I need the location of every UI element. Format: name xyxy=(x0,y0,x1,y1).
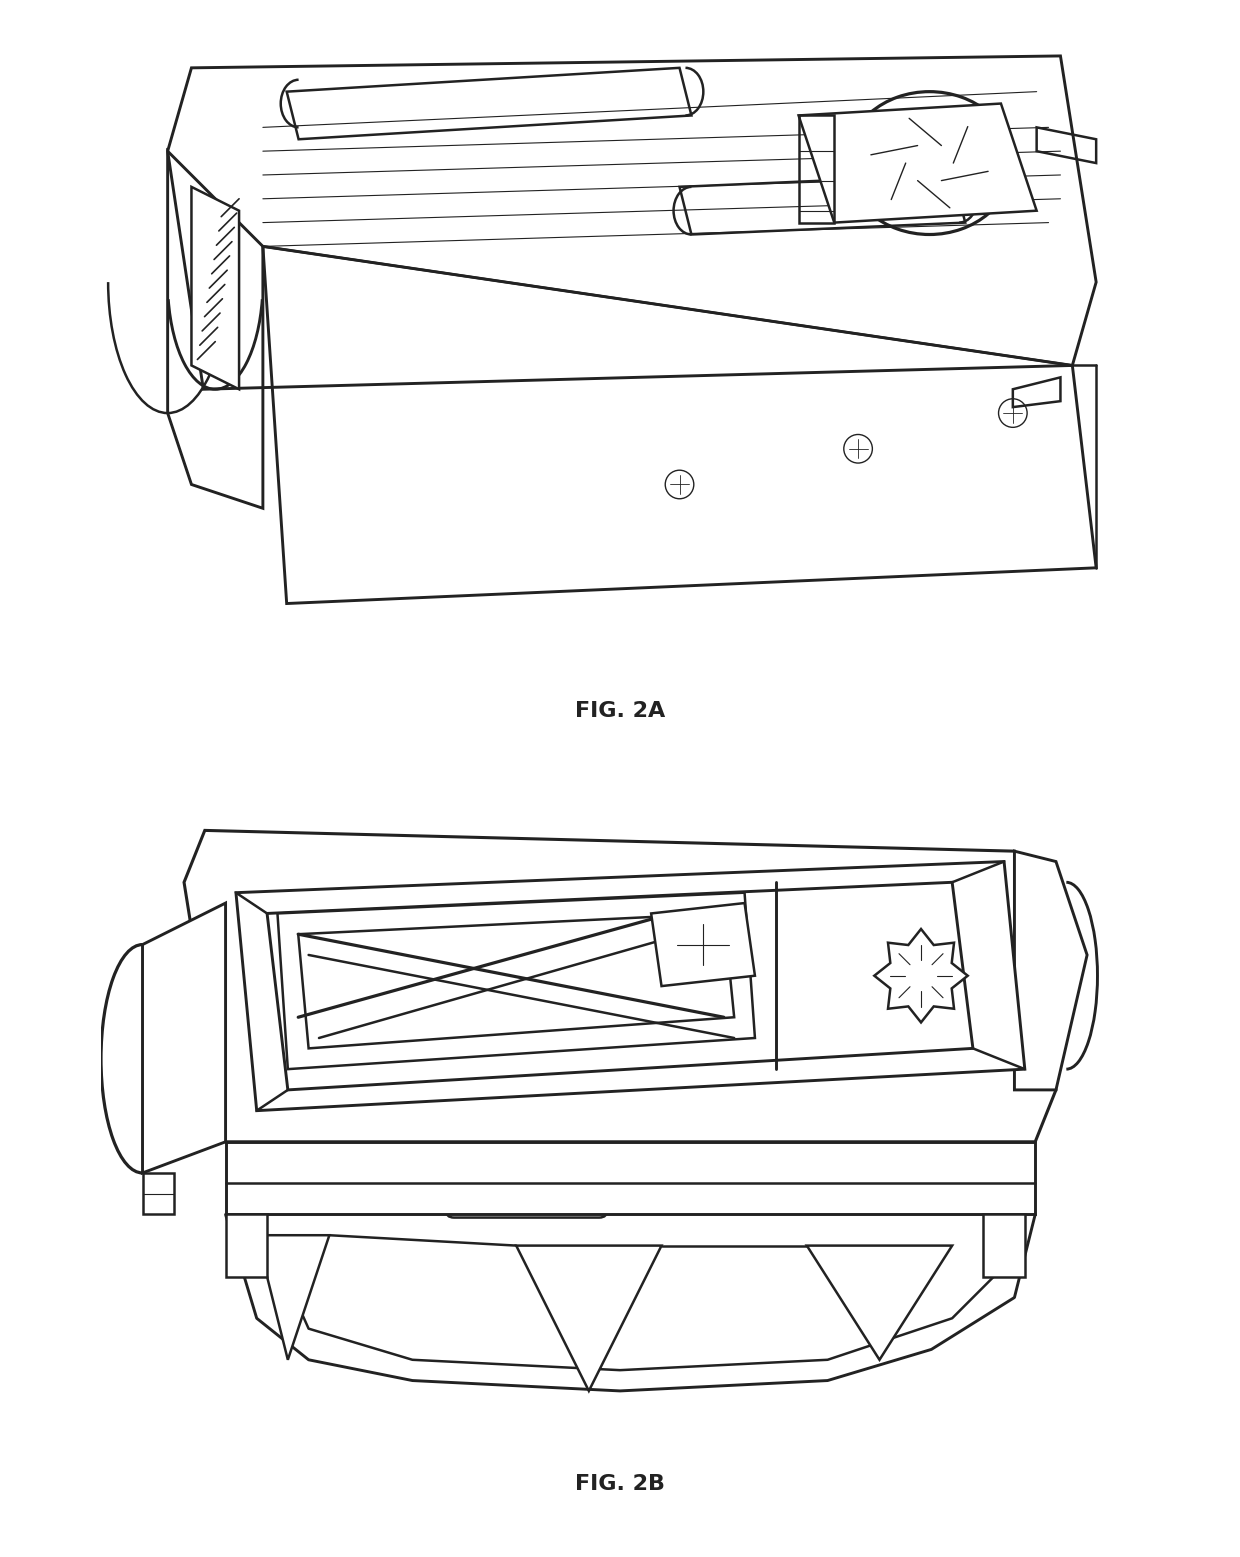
Polygon shape xyxy=(143,903,226,1172)
Polygon shape xyxy=(983,1214,1024,1277)
Polygon shape xyxy=(236,861,1024,1110)
Polygon shape xyxy=(184,830,1056,1141)
Text: FIG. 2B: FIG. 2B xyxy=(575,1474,665,1495)
Polygon shape xyxy=(278,892,755,1070)
Polygon shape xyxy=(799,104,1037,223)
Polygon shape xyxy=(651,903,755,986)
Polygon shape xyxy=(257,1235,330,1359)
Polygon shape xyxy=(516,1246,661,1390)
Polygon shape xyxy=(191,187,239,389)
Polygon shape xyxy=(226,1141,1035,1214)
Polygon shape xyxy=(1014,852,1087,1090)
Circle shape xyxy=(874,930,967,1023)
FancyBboxPatch shape xyxy=(445,1149,608,1218)
Polygon shape xyxy=(267,883,973,1090)
Polygon shape xyxy=(226,1214,267,1277)
Polygon shape xyxy=(143,1172,174,1214)
Text: FIG. 2A: FIG. 2A xyxy=(575,701,665,721)
Polygon shape xyxy=(874,930,967,1023)
Polygon shape xyxy=(807,1246,952,1359)
